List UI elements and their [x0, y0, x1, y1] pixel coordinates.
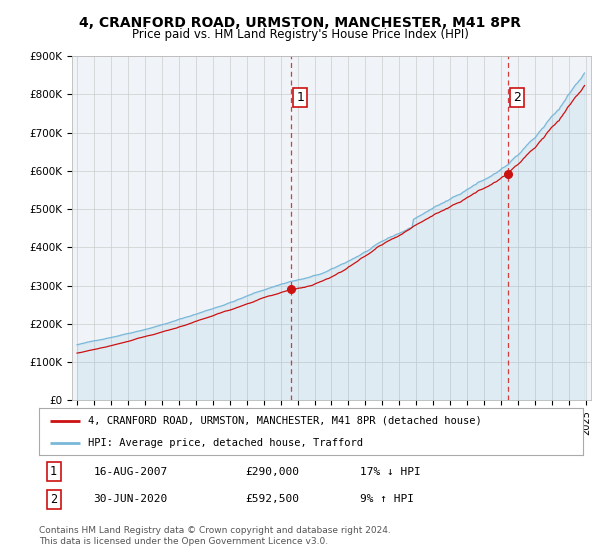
Text: 9% ↑ HPI: 9% ↑ HPI	[360, 494, 414, 505]
Text: Price paid vs. HM Land Registry's House Price Index (HPI): Price paid vs. HM Land Registry's House …	[131, 28, 469, 41]
Text: 16-AUG-2007: 16-AUG-2007	[94, 466, 167, 477]
Text: 2: 2	[513, 91, 521, 104]
Text: 1: 1	[50, 465, 57, 478]
Text: 2: 2	[50, 493, 57, 506]
Text: HPI: Average price, detached house, Trafford: HPI: Average price, detached house, Traf…	[88, 438, 363, 448]
Text: 30-JUN-2020: 30-JUN-2020	[94, 494, 167, 505]
Text: 4, CRANFORD ROAD, URMSTON, MANCHESTER, M41 8PR: 4, CRANFORD ROAD, URMSTON, MANCHESTER, M…	[79, 16, 521, 30]
Text: £290,000: £290,000	[245, 466, 299, 477]
Text: Contains HM Land Registry data © Crown copyright and database right 2024.
This d: Contains HM Land Registry data © Crown c…	[39, 526, 391, 546]
Text: £592,500: £592,500	[245, 494, 299, 505]
Text: 1: 1	[296, 91, 304, 104]
Text: 4, CRANFORD ROAD, URMSTON, MANCHESTER, M41 8PR (detached house): 4, CRANFORD ROAD, URMSTON, MANCHESTER, M…	[88, 416, 482, 426]
Text: 17% ↓ HPI: 17% ↓ HPI	[360, 466, 421, 477]
